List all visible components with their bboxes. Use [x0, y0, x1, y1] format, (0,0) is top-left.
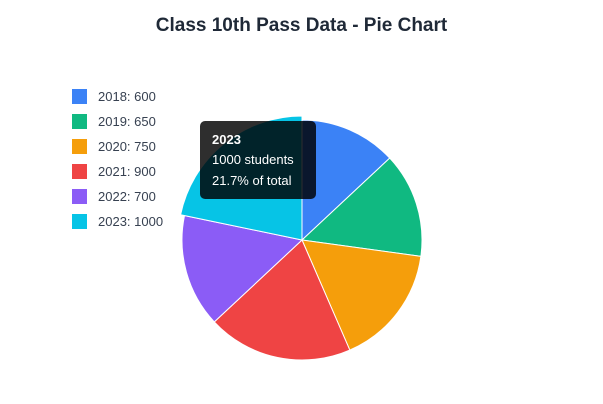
- legend-item-2019[interactable]: 2019: 650: [72, 109, 163, 134]
- chart-title: Class 10th Pass Data - Pie Chart: [155, 15, 448, 36]
- pie-slice-2021[interactable]: [213, 239, 351, 361]
- legend-item-2020[interactable]: 2020: 750: [72, 134, 163, 159]
- chart-tooltip: 2023 1000 students 21.7% of total: [200, 121, 316, 199]
- pie-slice-2022[interactable]: [181, 214, 304, 323]
- pie-slice-2019[interactable]: [300, 157, 423, 257]
- legend-swatch-2019: [72, 114, 87, 129]
- legend-label-2020: 2020: 750: [98, 139, 156, 154]
- legend-swatch-2020: [72, 139, 87, 154]
- legend-swatch-2023: [72, 214, 87, 229]
- tooltip-count: 1000 students: [212, 152, 294, 167]
- chart-legend: 2018: 600 2019: 650 2020: 750 2021: 900 …: [72, 84, 163, 234]
- legend-label-2018: 2018: 600: [98, 89, 156, 104]
- legend-label-2023: 2023: 1000: [98, 214, 164, 229]
- legend-item-2018[interactable]: 2018: 600: [72, 84, 163, 109]
- tooltip-percent: 21.7% of total: [212, 173, 292, 188]
- legend-label-2021: 2021: 900: [98, 164, 156, 179]
- pie-slice-2018[interactable]: [301, 119, 391, 242]
- legend-swatch-2018: [72, 89, 87, 104]
- legend-swatch-2022: [72, 189, 87, 204]
- legend-label-2019: 2019: 650: [98, 114, 156, 129]
- tooltip-title: 2023: [212, 132, 241, 147]
- legend-swatch-2021: [72, 164, 87, 179]
- legend-item-2021[interactable]: 2021: 900: [72, 159, 163, 184]
- legend-item-2022[interactable]: 2022: 700: [72, 184, 163, 209]
- legend-item-2023[interactable]: 2023: 1000: [72, 209, 163, 234]
- legend-label-2022: 2022: 700: [98, 189, 156, 204]
- pie-slice-2020[interactable]: [301, 239, 422, 351]
